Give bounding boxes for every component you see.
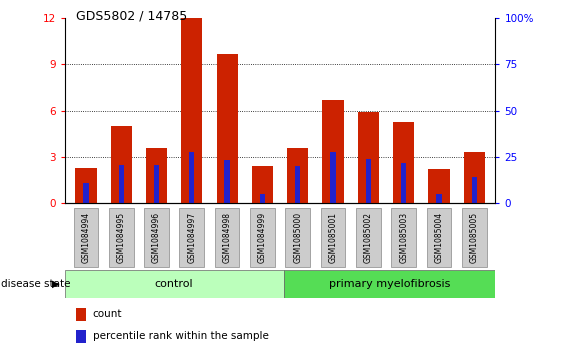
Text: GSM1085004: GSM1085004 [435, 212, 444, 263]
Text: GSM1084997: GSM1084997 [187, 212, 196, 263]
Bar [284, 270, 495, 298]
Text: GSM1085001: GSM1085001 [329, 212, 338, 263]
Bar [393, 122, 414, 203]
Text: GSM1084998: GSM1084998 [222, 212, 231, 263]
Text: GSM1084995: GSM1084995 [117, 212, 126, 263]
Text: GSM1085003: GSM1085003 [399, 212, 408, 263]
FancyBboxPatch shape [144, 208, 169, 268]
Text: GDS5802 / 14785: GDS5802 / 14785 [76, 9, 187, 22]
Bar [464, 152, 485, 203]
Text: GSM1084994: GSM1084994 [82, 212, 91, 263]
Bar [472, 177, 477, 203]
Text: GSM1085000: GSM1085000 [293, 212, 302, 263]
Bar [295, 166, 301, 203]
Bar [181, 18, 203, 203]
Bar [225, 160, 230, 203]
FancyBboxPatch shape [74, 208, 99, 268]
Bar [76, 330, 87, 343]
Text: GSM1085002: GSM1085002 [364, 212, 373, 263]
Bar [75, 168, 96, 203]
Bar [65, 270, 284, 298]
Bar [252, 166, 273, 203]
Bar [146, 148, 167, 203]
Text: GSM1085005: GSM1085005 [470, 212, 479, 263]
Text: ▶: ▶ [52, 279, 59, 289]
FancyBboxPatch shape [180, 208, 204, 268]
FancyBboxPatch shape [285, 208, 310, 268]
FancyBboxPatch shape [462, 208, 486, 268]
Bar [401, 163, 406, 203]
Bar [366, 159, 371, 203]
Bar [260, 194, 265, 203]
Text: primary myelofibrosis: primary myelofibrosis [329, 279, 450, 289]
Bar [111, 126, 132, 203]
Bar [287, 148, 309, 203]
Bar [76, 308, 87, 321]
FancyBboxPatch shape [356, 208, 381, 268]
Bar [436, 194, 441, 203]
Bar [323, 100, 343, 203]
Text: count: count [93, 309, 122, 319]
FancyBboxPatch shape [250, 208, 275, 268]
FancyBboxPatch shape [109, 208, 133, 268]
Bar [330, 152, 336, 203]
Text: GSM1084996: GSM1084996 [152, 212, 161, 263]
Bar [217, 54, 238, 203]
Text: disease state: disease state [1, 279, 70, 289]
Bar [428, 169, 449, 203]
FancyBboxPatch shape [391, 208, 416, 268]
Text: percentile rank within the sample: percentile rank within the sample [93, 331, 269, 341]
FancyBboxPatch shape [321, 208, 346, 268]
Bar [189, 152, 194, 203]
Bar [119, 165, 124, 203]
Text: control: control [155, 279, 194, 289]
FancyBboxPatch shape [215, 208, 239, 268]
Bar [154, 165, 159, 203]
Bar [83, 183, 88, 203]
FancyBboxPatch shape [427, 208, 452, 268]
Text: GSM1084999: GSM1084999 [258, 212, 267, 263]
Bar [358, 112, 379, 203]
